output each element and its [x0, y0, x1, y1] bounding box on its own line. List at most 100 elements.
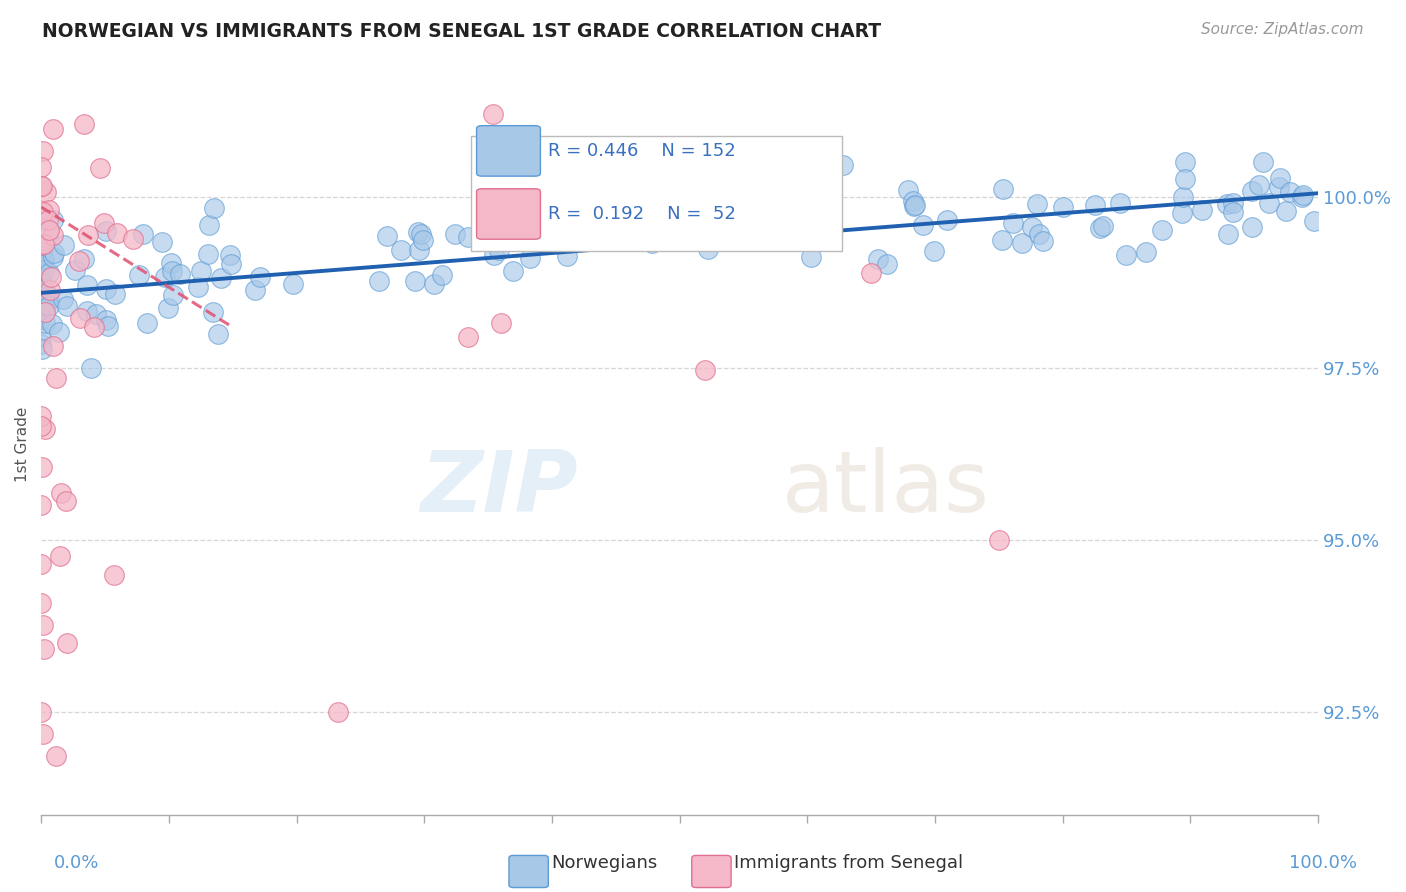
Point [94, 313, 117, 327]
FancyBboxPatch shape [477, 126, 540, 176]
Point [1302, 214, 1324, 228]
Point [30, 293, 52, 308]
Point [52, 293, 75, 307]
Point [45, 371, 67, 385]
Point [519, 251, 541, 265]
Point [489, 316, 512, 330]
Point [1001, 216, 1024, 230]
Point [121, 232, 143, 246]
Point [595, 214, 617, 228]
Point [409, 227, 432, 242]
Point [30, 245, 52, 260]
Point [30, 301, 52, 316]
Point [31, 299, 53, 313]
Point [695, 363, 717, 377]
Point [987, 533, 1010, 548]
Point [37, 213, 59, 227]
Point [1109, 196, 1132, 211]
Point [502, 229, 524, 244]
Point [243, 283, 266, 297]
Point [1011, 235, 1033, 250]
Point [131, 227, 153, 242]
Point [31, 342, 53, 356]
FancyBboxPatch shape [471, 136, 842, 252]
Point [32, 236, 55, 251]
Point [482, 248, 505, 262]
Point [404, 274, 426, 288]
Point [30, 498, 52, 512]
Point [389, 243, 412, 257]
Point [56, 636, 79, 650]
Point [1216, 196, 1239, 211]
Point [198, 218, 221, 232]
Point [30, 277, 52, 291]
Point [34, 422, 56, 436]
Point [53, 238, 76, 252]
Text: R =  0.192    N =  52: R = 0.192 N = 52 [548, 205, 735, 223]
Point [136, 316, 159, 330]
Point [207, 326, 229, 341]
Point [30, 277, 52, 292]
Text: Immigrants from Senegal: Immigrants from Senegal [734, 855, 963, 872]
Point [30, 272, 52, 286]
Point [406, 225, 429, 239]
Point [1052, 200, 1074, 214]
Point [32, 252, 55, 267]
Point [602, 198, 624, 212]
Point [93, 216, 115, 230]
Point [249, 270, 271, 285]
Point [1292, 187, 1315, 202]
Point [1253, 155, 1275, 169]
Point [219, 247, 242, 261]
Point [42, 339, 65, 353]
Point [73, 116, 96, 130]
Point [991, 233, 1014, 247]
Point [904, 198, 927, 212]
Point [104, 287, 127, 301]
Point [79, 361, 101, 376]
Point [443, 227, 465, 241]
Point [107, 226, 129, 240]
Point [1025, 196, 1047, 211]
Point [38, 299, 60, 313]
Point [30, 312, 52, 326]
Point [31, 273, 53, 287]
Point [44, 246, 66, 260]
Point [77, 227, 100, 242]
Point [69, 310, 91, 325]
Point [150, 235, 173, 249]
Point [31, 727, 53, 741]
Point [41, 318, 63, 332]
Point [641, 235, 664, 250]
Text: 0.0%: 0.0% [53, 855, 98, 872]
Point [31, 299, 53, 313]
Point [30, 596, 52, 610]
Point [586, 214, 609, 228]
Point [1171, 206, 1194, 220]
Point [489, 136, 512, 150]
Point [1021, 219, 1043, 234]
Point [38, 293, 60, 308]
Point [30, 329, 52, 343]
Point [30, 557, 52, 571]
Point [759, 225, 782, 239]
Point [31, 459, 53, 474]
Point [159, 255, 181, 269]
Point [128, 268, 150, 282]
Point [430, 268, 453, 283]
Point [55, 493, 77, 508]
Point [31, 178, 53, 193]
Point [697, 242, 720, 256]
Point [38, 202, 60, 217]
Point [32, 618, 55, 632]
Text: Source: ZipAtlas.com: Source: ZipAtlas.com [1201, 22, 1364, 37]
Point [935, 213, 957, 227]
Point [30, 258, 52, 272]
Point [31, 260, 53, 274]
Point [1028, 227, 1050, 241]
Text: R = 0.446    N = 152: R = 0.446 N = 152 [548, 142, 735, 160]
Point [49, 549, 72, 563]
Point [1275, 204, 1298, 219]
Point [1268, 171, 1291, 186]
Point [326, 705, 349, 719]
